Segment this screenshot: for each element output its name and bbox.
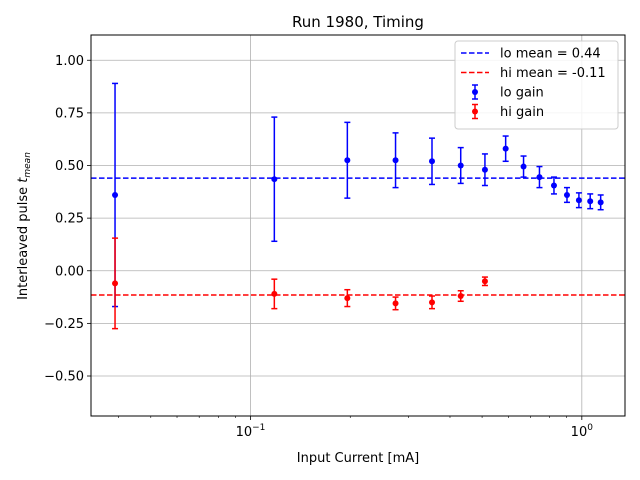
data-point [112,280,119,287]
data-point [502,145,509,152]
y-axis-label-subscript: mean [23,152,33,178]
legend-marker-swatch [472,108,478,115]
data-point [536,174,543,181]
y-tick-label: 0.50 [55,159,84,174]
y-tick-label: 1.00 [55,54,84,69]
grid [91,35,625,416]
legend-label: lo gain [500,86,544,101]
y-axis-label-symbol: t [16,177,31,183]
data-points [112,82,604,330]
data-point [112,191,119,198]
x-tick-label: 100 [571,423,594,440]
legend-marker-swatch [472,89,478,95]
x-tick-base: 10 [571,425,588,440]
x-tick-base: 10 [236,425,253,440]
y-tick-label: 0.00 [55,264,84,279]
data-point [428,299,435,306]
data-point [481,278,488,285]
x-tick-label: 10−1 [236,423,266,440]
data-point [597,199,604,206]
legend-label: hi mean = -0.11 [500,66,606,81]
data-point [344,295,351,302]
data-point [271,176,278,183]
data-point [575,197,582,204]
y-tick-label: −0.25 [44,317,84,332]
mean-lines [91,177,625,296]
y-axis-label: Interleaved pulse tmean [16,152,33,300]
x-axis-label: Input Current [mA] [297,451,419,466]
legend-label: lo mean = 0.44 [500,47,601,62]
x-tick-exponent: −1 [252,423,265,433]
data-point [520,163,527,170]
data-point [392,157,399,164]
data-point [587,198,594,205]
plot-frame [90,34,626,417]
data-point [457,293,464,300]
data-point [563,191,570,198]
y-tick-label: −0.50 [44,370,84,385]
data-point [550,182,557,189]
data-point [392,300,399,307]
data-point [344,157,351,164]
y-axis-label-main: Interleaved pulse [16,183,31,300]
data-point [457,162,464,169]
x-tick-exponent: 0 [587,423,593,433]
legend-box [454,40,619,130]
y-tick-label: 0.75 [55,106,84,121]
data-point [428,158,435,165]
legend: lo mean = 0.44 hi mean = -0.11 lo gain hi g… [454,40,619,130]
data-point [481,166,488,173]
legend-label: hi gain [500,105,544,120]
y-tick-label: 0.25 [55,212,84,227]
data-point [271,290,278,297]
chart-title: Run 1980, Timing [292,13,424,31]
